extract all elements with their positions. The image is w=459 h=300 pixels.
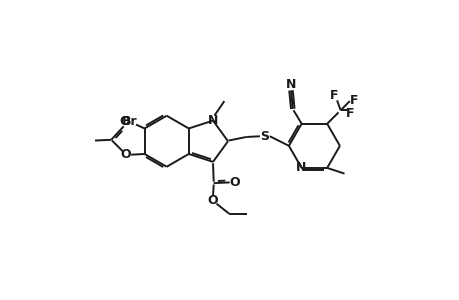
Text: S: S [260, 130, 269, 143]
Text: N: N [207, 114, 218, 127]
Text: O: O [119, 115, 129, 128]
Text: F: F [346, 106, 354, 120]
Text: F: F [349, 94, 358, 107]
Text: O: O [207, 194, 218, 207]
Text: N: N [295, 161, 305, 174]
Text: O: O [121, 148, 131, 161]
Text: Br: Br [122, 115, 137, 128]
Text: F: F [329, 89, 338, 102]
Text: O: O [229, 176, 240, 189]
Text: N: N [285, 78, 296, 91]
